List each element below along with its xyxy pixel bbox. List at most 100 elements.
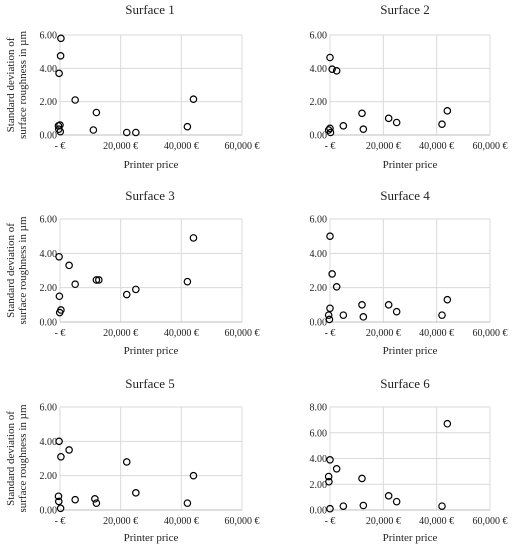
y-axis-label: surface roughness in µm [17,31,29,140]
data-point [189,234,198,242]
data-point [328,270,336,278]
data-point [92,108,101,117]
data-point [443,419,452,428]
x-tick-label: 60,000 € [225,328,260,339]
data-point [332,283,341,291]
data-point [392,307,401,316]
y-tick-label: 6.00 [40,31,58,42]
y-tick-label: 4.00 [310,249,328,260]
data-point [358,301,366,309]
y-axis-label: Standard deviation of [5,37,17,132]
x-tick-label: 40,000 € [419,141,454,152]
data-point [326,232,334,240]
y-tick-label: 2.00 [40,97,58,108]
y-tick-label: 6.00 [310,31,328,42]
x-tick-label: - € [325,328,336,339]
y-tick-label: 8.00 [310,403,328,414]
x-tick-label: 40,000 € [164,516,199,527]
x-axis-label: Printer price [124,159,179,171]
data-point [54,497,63,506]
data-point [71,96,79,104]
data-point [55,437,63,446]
x-tick-label: 20,000 € [103,141,138,152]
x-tick-label: - € [325,141,336,152]
data-point [183,122,192,131]
chart-surface-4: Surface 4 0.00 2.00 4.00 6.00 - € 20,000 € 40,0… [310,188,508,357]
data-point [71,280,79,289]
y-tick-label: 0.00 [310,506,328,517]
data-point [326,124,334,133]
data-point [328,65,336,73]
data-point [92,499,101,507]
y-tick-label: 2.00 [310,480,328,491]
y-tick-label: 2.00 [310,283,328,294]
data-point [358,109,366,118]
chart-title: Surface 5 [125,376,174,391]
chart-title: Surface 2 [380,2,429,17]
y-tick-label: 4.00 [40,249,58,260]
chart-title: Surface 1 [125,2,174,17]
data-point [55,69,63,78]
data-point [325,315,334,324]
y-tick-label: 2.00 [310,97,328,108]
x-tick-label: - € [325,516,336,527]
y-tick-label: 0.00 [310,318,328,329]
data-point [384,492,393,500]
data-point [384,301,393,309]
data-point [122,290,131,299]
y-axis-label: Standard deviation of [5,411,17,506]
data-point [332,464,341,473]
data-point [55,252,63,261]
data-point [359,313,368,321]
y-tick-label: 0.00 [310,131,328,142]
data-point [392,497,401,506]
data-point [359,125,368,133]
data-point [92,276,101,284]
x-tick-label: 60,000 € [473,328,508,339]
data-point [65,446,73,454]
data-point [122,458,131,466]
data-point [71,495,79,504]
data-point [183,499,192,507]
data-point [358,474,366,483]
y-tick-label: 0.00 [40,131,58,142]
y-tick-label: 4.00 [40,437,58,448]
data-point [339,502,348,510]
x-tick-label: 60,000 € [473,141,508,152]
x-axis-label: Printer price [124,345,179,357]
data-point [324,472,333,481]
chart-title: Surface 4 [380,188,430,203]
data-point [326,128,335,137]
data-point [122,128,131,137]
y-tick-label: 2.00 [40,471,58,482]
x-tick-label: 40,000 € [164,141,199,152]
y-tick-label: 0.00 [40,318,58,329]
y-tick-label: 4.00 [40,64,58,75]
y-axis-label: Standard deviation of [5,223,17,318]
data-point [339,122,348,130]
data-point [89,126,98,134]
data-point [324,311,333,319]
x-axis-label: Printer price [383,159,438,171]
data-point [56,52,65,60]
x-tick-label: - € [55,328,66,339]
data-point [56,127,65,136]
x-tick-label: 20,000 € [103,328,138,339]
data-point [189,471,198,480]
data-point [384,114,393,123]
data-point [95,276,103,284]
chart-surface-5: Surface 5 0.00 2.00 4.00 6.00 - € 20,000 € 40,0… [5,376,260,544]
data-point [183,277,192,286]
data-point [438,502,446,510]
chart-surface-3: Surface 3 0.00 2.00 4.00 6.00 - € 20,000 € 40,0… [5,188,260,357]
chart-surface-2: Surface 2 0.00 2.00 4.00 6.00 - € 20,000 € 40,0… [310,2,508,171]
data-point [326,304,334,313]
data-point [132,285,140,294]
data-point [392,118,401,127]
data-point [443,295,452,304]
x-axis-label: Printer price [383,345,438,357]
data-point [326,455,334,464]
data-point [332,67,341,75]
data-point [65,261,73,270]
x-tick-label: 20,000 € [366,141,401,152]
